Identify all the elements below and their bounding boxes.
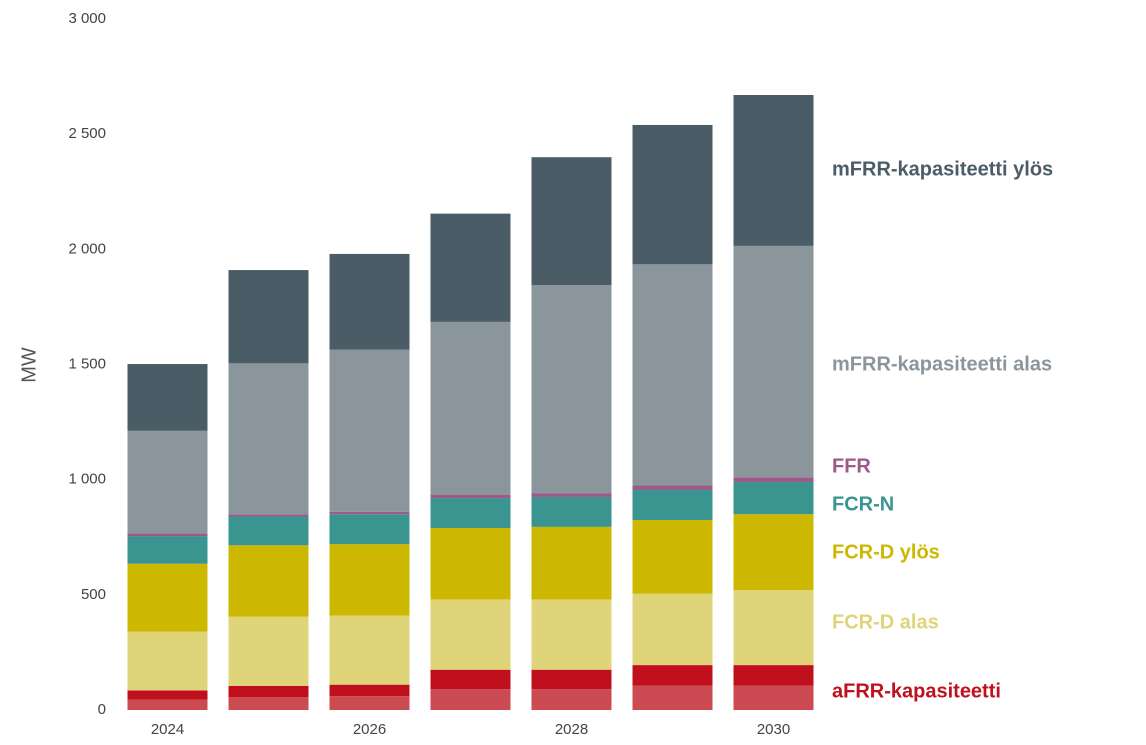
bar-segment (127, 699, 208, 710)
bar-segment (531, 669, 612, 690)
bar-segment (531, 689, 612, 710)
y-tick-label: 1 500 (68, 355, 106, 372)
bar-segment (733, 665, 814, 686)
bar-segment (430, 321, 511, 495)
x-tick-label: 2024 (151, 721, 184, 738)
bar-segment (531, 285, 612, 494)
bar-segment (127, 563, 208, 632)
y-tick-label: 1 000 (68, 471, 106, 488)
bar-segment (733, 95, 814, 246)
y-axis-label: MW (18, 347, 40, 383)
bar-segment (329, 514, 410, 545)
bar-segment (329, 696, 410, 710)
bar-segment (228, 545, 309, 617)
bar-segment (329, 253, 410, 350)
legend-label: FCR-D ylös (832, 541, 940, 563)
bar-segment (127, 631, 208, 691)
bar-segment (632, 264, 713, 486)
legend-label: mFRR-kapasiteetti ylös (832, 158, 1053, 180)
bar-segment (228, 516, 309, 546)
y-tick-label: 2 000 (68, 240, 106, 257)
y-tick-label: 3 000 (68, 10, 106, 27)
bar-segment (733, 481, 814, 515)
bar-segment (531, 157, 612, 286)
bar-segment (632, 665, 713, 686)
bar-segment (329, 511, 410, 515)
bar-segment (632, 485, 713, 491)
bar-segment (531, 599, 612, 670)
bar-segment (733, 514, 814, 591)
bar-segment (531, 493, 612, 497)
bar-segment (329, 349, 410, 512)
bar-segment (632, 519, 713, 594)
legend-label: FCR-D alas (832, 611, 939, 633)
legend-label: FCR-N (832, 493, 894, 515)
bar-segment (733, 477, 814, 482)
x-tick-label: 2030 (757, 721, 790, 738)
bar-segment (127, 690, 208, 700)
bar-segment (329, 544, 410, 616)
bar-segment (127, 430, 208, 534)
bar-segment (430, 689, 511, 710)
bar-segment (430, 213, 511, 322)
bar-segment (632, 124, 713, 265)
x-tick-label: 2028 (555, 721, 588, 738)
bar-segment (329, 615, 410, 685)
x-tick-label: 2026 (353, 721, 386, 738)
legend-label: FFR (832, 455, 871, 477)
bar-segment (228, 363, 309, 515)
bar-segment (430, 528, 511, 600)
bar-segment (531, 496, 612, 527)
bar-segment (632, 490, 713, 520)
bar-segment (228, 616, 309, 686)
bar-segment (733, 590, 814, 666)
y-tick-label: 2 500 (68, 125, 106, 142)
bar-segment (632, 685, 713, 710)
bar-segment (228, 697, 309, 710)
legend-label: aFRR-kapasiteetti (832, 680, 1001, 702)
bar-segment (228, 270, 309, 364)
bar-segment (127, 533, 208, 537)
bar-segment (632, 593, 713, 666)
bar-segment (228, 514, 309, 517)
bar-segment (430, 498, 511, 529)
bar-segment (430, 599, 511, 670)
y-tick-label: 0 (98, 701, 106, 718)
bar-segment (733, 685, 814, 710)
y-tick-label: 500 (81, 586, 106, 603)
bar-segment (127, 364, 208, 431)
bar-segment (733, 245, 814, 478)
bar-segment (430, 669, 511, 690)
legend-label: mFRR-kapasiteetti alas (832, 353, 1052, 375)
bar-segment (329, 684, 410, 697)
bar-segment (228, 685, 309, 698)
bar-segment (127, 536, 208, 564)
bar-segment (531, 526, 612, 600)
bar-segment (430, 494, 511, 499)
